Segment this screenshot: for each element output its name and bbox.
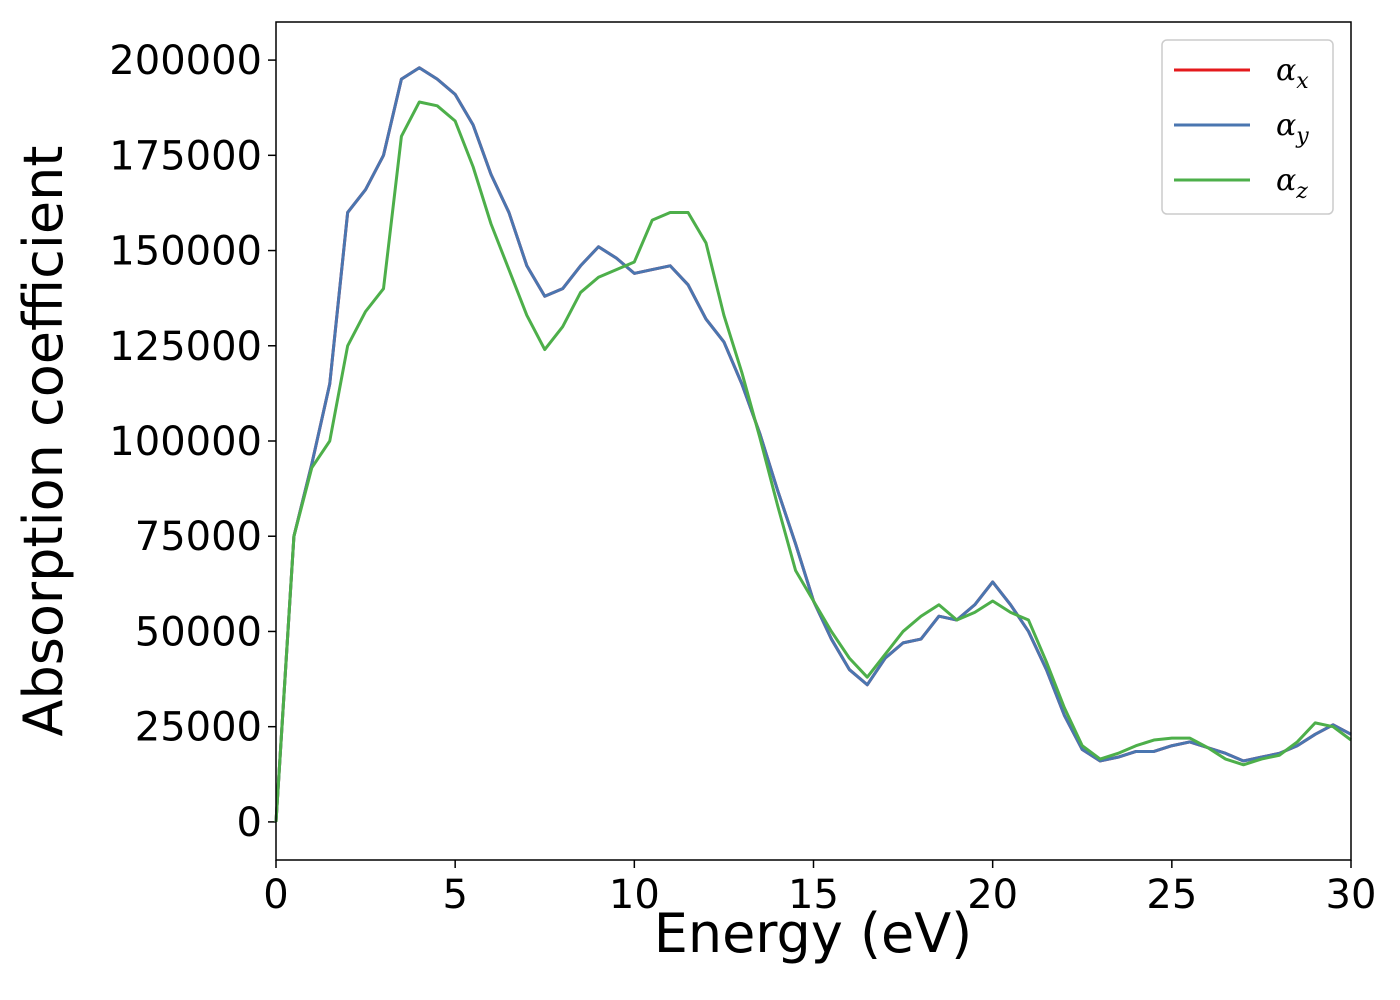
x-tick-label: 20 [967, 872, 1018, 918]
legend-box [1161, 39, 1334, 215]
y-tick-label: 0 [237, 800, 262, 846]
y-tick-label: 75000 [135, 514, 262, 560]
y-axis-label: Absorption coefficient [12, 146, 75, 737]
legend-label: αx [1276, 53, 1309, 94]
y-tick-label: 175000 [109, 133, 262, 179]
x-tick-label: 0 [263, 872, 288, 918]
y-tick-label: 150000 [109, 229, 262, 275]
x-tick-label: 10 [609, 872, 660, 918]
x-axis-label: Energy (eV) [654, 902, 973, 965]
x-tick-label: 25 [1146, 872, 1197, 918]
y-tick-label: 125000 [109, 324, 262, 370]
y-tick-label: 50000 [135, 609, 262, 655]
x-tick-label: 30 [1326, 872, 1377, 918]
legend-label: αy [1276, 108, 1309, 149]
y-tick-label: 200000 [109, 38, 262, 84]
legend-label: αz [1276, 163, 1308, 204]
plot-frame [275, 21, 1352, 861]
data-line [274, 100, 1352, 823]
x-tick-label: 15 [788, 872, 839, 918]
x-tick-label: 5 [442, 872, 467, 918]
y-tick-label: 100000 [109, 419, 262, 465]
y-tick-label: 25000 [135, 705, 262, 751]
